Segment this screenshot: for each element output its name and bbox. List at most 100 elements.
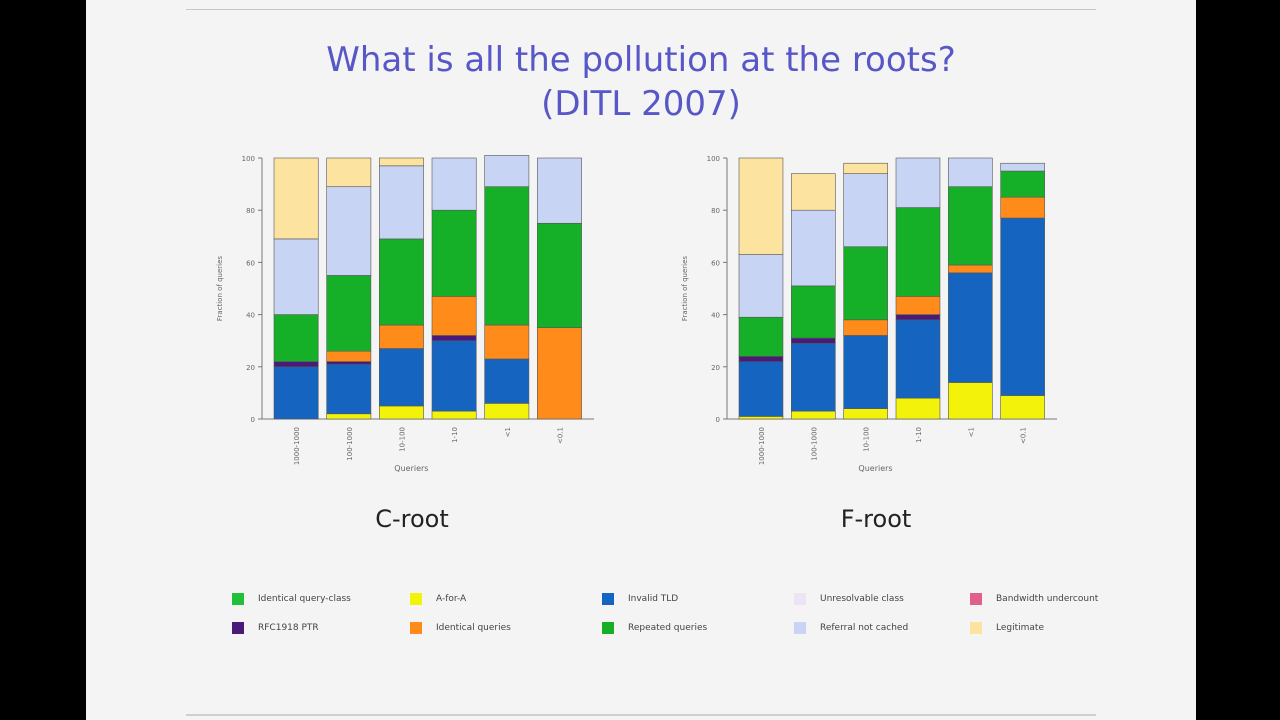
legend-item: Unresolvable class [794, 588, 904, 610]
bar-segment [273, 157, 319, 240]
chart-caption-f-root: F-root [840, 505, 912, 533]
y-tick-label: 80 [246, 207, 255, 215]
bar-segment [379, 324, 424, 349]
title-line-2: (DITL 2007) [541, 84, 741, 124]
legend-label: Legitimate [996, 623, 1044, 633]
bar-segment [895, 296, 941, 315]
bar-segment [791, 343, 836, 412]
x-tick-label: 10-100 [398, 427, 406, 452]
bar-segment [431, 340, 477, 412]
bar-segment [484, 155, 530, 188]
legend-swatch [970, 593, 982, 605]
title-line-1: What is all the pollution at the roots? [326, 40, 956, 80]
bar-segment [326, 350, 372, 362]
bar-segment [791, 410, 836, 420]
bar-segment [484, 358, 530, 404]
top-divider [186, 9, 1096, 10]
legend-label: Identical query-class [258, 594, 351, 604]
y-tick-label: 100 [707, 155, 720, 163]
bar-segment [948, 382, 993, 420]
bar-segment [791, 173, 836, 211]
legend-item: RFC1918 PTR [232, 617, 319, 639]
bar-segment [326, 361, 372, 365]
bar-segment [948, 264, 993, 274]
legend-item: Legitimate [970, 617, 1044, 639]
legend-swatch [232, 622, 244, 634]
legend-item: Repeated queries [602, 617, 707, 639]
x-tick-label: 1-10 [451, 427, 459, 443]
chart-c-root: 0 20 40 60 80 100 Fraction of queries 1000-1000… [216, 155, 594, 473]
legend-label: Repeated queries [628, 623, 708, 633]
legend-item: Invalid TLD [602, 588, 678, 610]
y-tick-label: 60 [711, 259, 720, 267]
slide-title: What is all the pollution at the roots? … [86, 38, 1196, 126]
bar-segment [791, 209, 836, 287]
x-tick-label: <0.1 [556, 427, 564, 444]
y-tick-label: 80 [711, 207, 720, 215]
bar-segment [948, 186, 993, 266]
legend-swatch [602, 593, 614, 605]
legend-swatch [410, 622, 422, 634]
bar-segment [431, 157, 477, 211]
x-tick-label: 1000-1000 [293, 427, 301, 465]
bar-segment [791, 337, 836, 344]
bar-segment [843, 173, 888, 248]
x-tick-label: 1-10 [915, 427, 923, 443]
bar-segment [895, 397, 941, 420]
bar-segment [738, 254, 784, 318]
bar-segment [843, 162, 888, 174]
chart-caption-c-root: C-root [375, 505, 449, 533]
legend-label: RFC1918 PTR [258, 623, 319, 633]
x-tick-label: <0.1 [1020, 427, 1028, 444]
legend-swatch [794, 622, 806, 634]
bar-segment [738, 157, 784, 255]
x-tick-label: <1 [967, 427, 975, 437]
x-tick-label: 100-1000 [810, 427, 818, 461]
bar-segment [273, 361, 319, 368]
bar-segment [379, 165, 424, 240]
slide: What is all the pollution at the roots? … [86, 0, 1196, 720]
bar-segment [843, 319, 888, 336]
bar-segment [379, 238, 424, 326]
bar-segment [948, 272, 993, 383]
bar-segment [1000, 196, 1045, 219]
legend-item: Bandwidth undercount [970, 588, 1098, 610]
bar-segment [379, 405, 424, 420]
legend-label: Unresolvable class [820, 594, 904, 604]
legend-swatch [794, 593, 806, 605]
x-tick-label: <1 [504, 427, 512, 437]
bar-segment [738, 316, 784, 357]
legend-label: A-for-A [436, 594, 467, 604]
legend-item: Identical query-class [232, 588, 351, 610]
bar-segment [273, 238, 319, 315]
y-tick-label: 60 [246, 259, 255, 267]
bar-segment [379, 348, 424, 407]
bar-segment [537, 157, 582, 224]
legend-swatch [232, 593, 244, 605]
bar-segment [843, 335, 888, 409]
bar-segment [537, 222, 582, 328]
x-axis-label: Queriers [394, 464, 428, 473]
bar-segment [431, 209, 477, 297]
y-tick-label: 0 [716, 416, 720, 424]
bar-segment [1000, 170, 1045, 198]
bar-segment [948, 157, 993, 188]
bar-segment [895, 207, 941, 297]
bar-segment [738, 356, 784, 362]
bar-segment [895, 314, 941, 321]
legend-swatch [970, 622, 982, 634]
y-tick-label: 20 [246, 364, 255, 372]
bar-segment [326, 363, 372, 415]
x-tick-label: 1000-1000 [758, 427, 766, 465]
bar-segment [738, 416, 784, 420]
bar-segment [379, 157, 424, 167]
charts-canvas: 0 20 40 60 80 100 Fraction of queries 1000-1000… [216, 155, 1057, 473]
y-tick-label: 40 [246, 312, 255, 320]
legend-label: Referral not cached [820, 623, 909, 633]
y-tick-label: 40 [711, 312, 720, 320]
legend-label: Invalid TLD [628, 594, 679, 604]
bar-segment [484, 324, 530, 360]
bar-segment [431, 335, 477, 342]
bar-segment [537, 327, 582, 420]
y-tick-label: 100 [242, 155, 255, 163]
